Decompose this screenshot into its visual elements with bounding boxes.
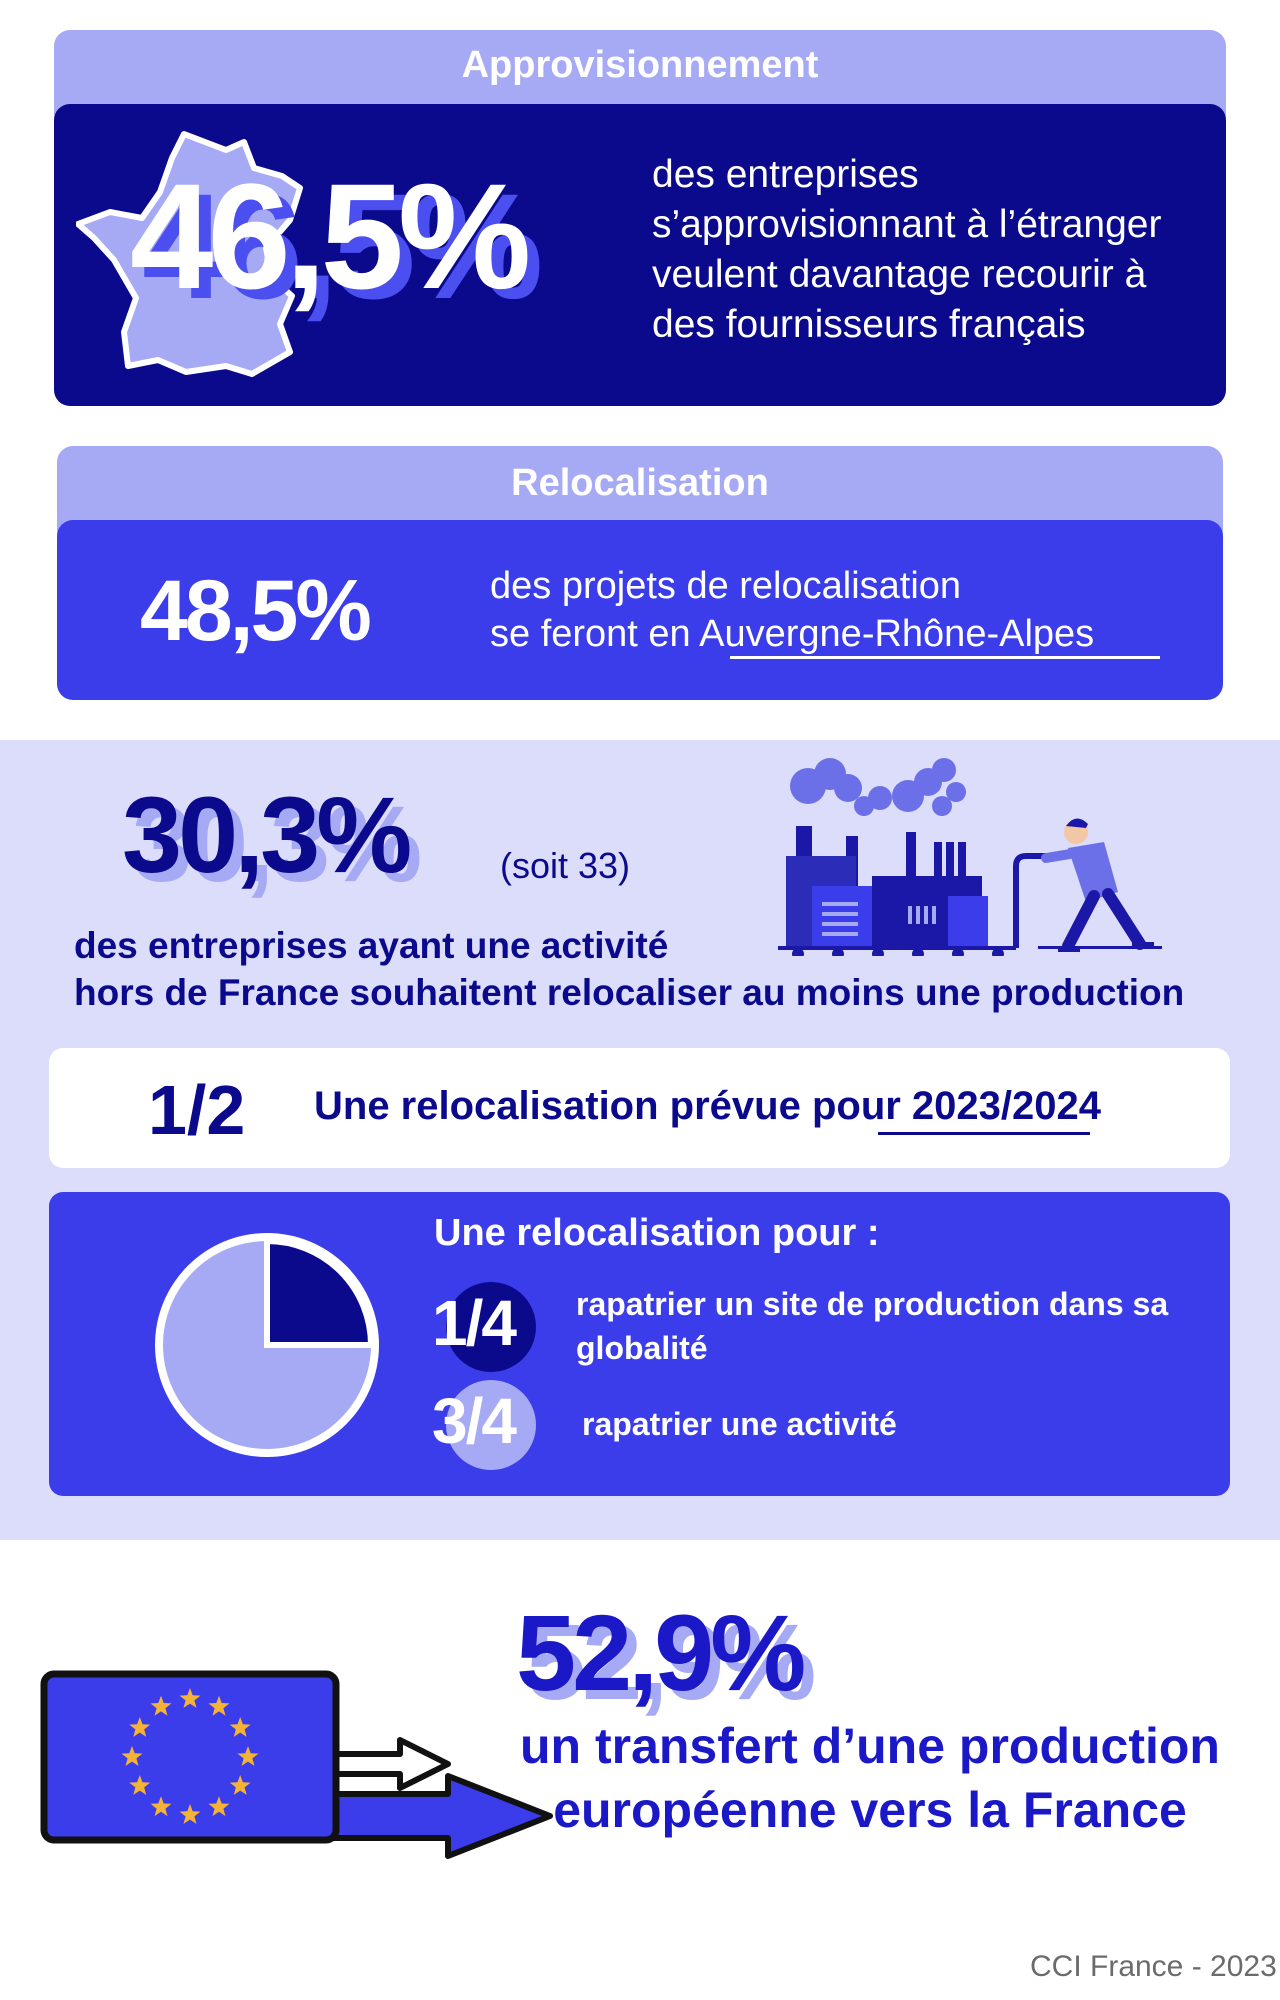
prevue-card bbox=[49, 1048, 1230, 1168]
eu-star-icon bbox=[129, 1717, 151, 1737]
france-map-icon bbox=[76, 131, 303, 377]
relocaliser-description: des entreprises ayant une activité hors … bbox=[74, 922, 1184, 1016]
eu-star-icon bbox=[229, 1775, 251, 1795]
three-quarter-badge bbox=[446, 1380, 536, 1470]
eu-star-icon bbox=[179, 1688, 201, 1708]
credit-text: CCI France - 2023 bbox=[1030, 1950, 1277, 1983]
relocaliser-value: 30,3% bbox=[122, 774, 412, 895]
prevue-text: Une relocalisation prévue pour 2023/2024 bbox=[314, 1084, 1102, 1128]
transfert-line-2: européenne vers la France bbox=[553, 1782, 1187, 1838]
relocalisation-value: 48,5% bbox=[140, 563, 372, 659]
relocalisation-line-1: des projets de relocalisation bbox=[490, 565, 962, 607]
three-quarter-fraction: 3/4 bbox=[432, 1385, 517, 1457]
eu-star-icon bbox=[208, 1796, 230, 1817]
relocaliser-line-1: des entreprises ayant une activité bbox=[74, 925, 669, 966]
eu-star-icon bbox=[150, 1695, 172, 1716]
quarter-text: rapatrier un site de production dans sa … bbox=[576, 1286, 1169, 1366]
quarter-badge bbox=[446, 1282, 536, 1372]
eu-star-icon bbox=[179, 1804, 201, 1824]
relocalisation-line-2: se feront en Auvergne-Rhône-Alpes bbox=[490, 613, 1095, 655]
approvisionnement-title: Approvisionnement bbox=[461, 44, 819, 86]
eu-flag-arrows-icon bbox=[40, 1670, 553, 1859]
three-quarter-text: rapatrier une activité bbox=[582, 1406, 897, 1442]
relocaliser-line-2: hors de France souhaitent relocaliser au… bbox=[74, 972, 1185, 1013]
quarter-fraction: 1/4 bbox=[432, 1287, 517, 1359]
transfert-description: un transfert d’une production européenne… bbox=[510, 1714, 1230, 1842]
eu-star-icon bbox=[229, 1717, 251, 1737]
prevue-fraction: 1/2 bbox=[148, 1071, 246, 1149]
prevue-underline bbox=[878, 1132, 1090, 1135]
eu-stars bbox=[121, 1688, 259, 1824]
pour-title: Une relocalisation pour : bbox=[434, 1212, 880, 1254]
eu-star-icon bbox=[150, 1796, 172, 1817]
relocalisation-description: des projets de relocalisation se feront … bbox=[490, 562, 1094, 658]
pie-slice-quarter bbox=[264, 1237, 375, 1348]
eu-star-icon bbox=[129, 1775, 151, 1795]
relocalisation-card bbox=[57, 520, 1223, 700]
region-underline bbox=[730, 656, 1160, 659]
eu-star-icon bbox=[208, 1695, 230, 1716]
factory-worker-icon bbox=[778, 758, 1162, 956]
eu-star-icon bbox=[121, 1746, 143, 1766]
relocaliser-note: (soit 33) bbox=[500, 845, 631, 886]
transfert-value: 52,9% bbox=[516, 1592, 806, 1713]
share-pie-chart bbox=[155, 1233, 379, 1457]
relocalisation-title: Relocalisation bbox=[511, 462, 769, 504]
approvisionnement-description: des entreprises s’approvisionnant à l’ét… bbox=[652, 153, 1162, 346]
eu-star-icon bbox=[237, 1746, 259, 1766]
transfert-line-1: un transfert d’une production bbox=[520, 1718, 1220, 1774]
approvisionnement-value: 46,5% bbox=[130, 152, 531, 320]
